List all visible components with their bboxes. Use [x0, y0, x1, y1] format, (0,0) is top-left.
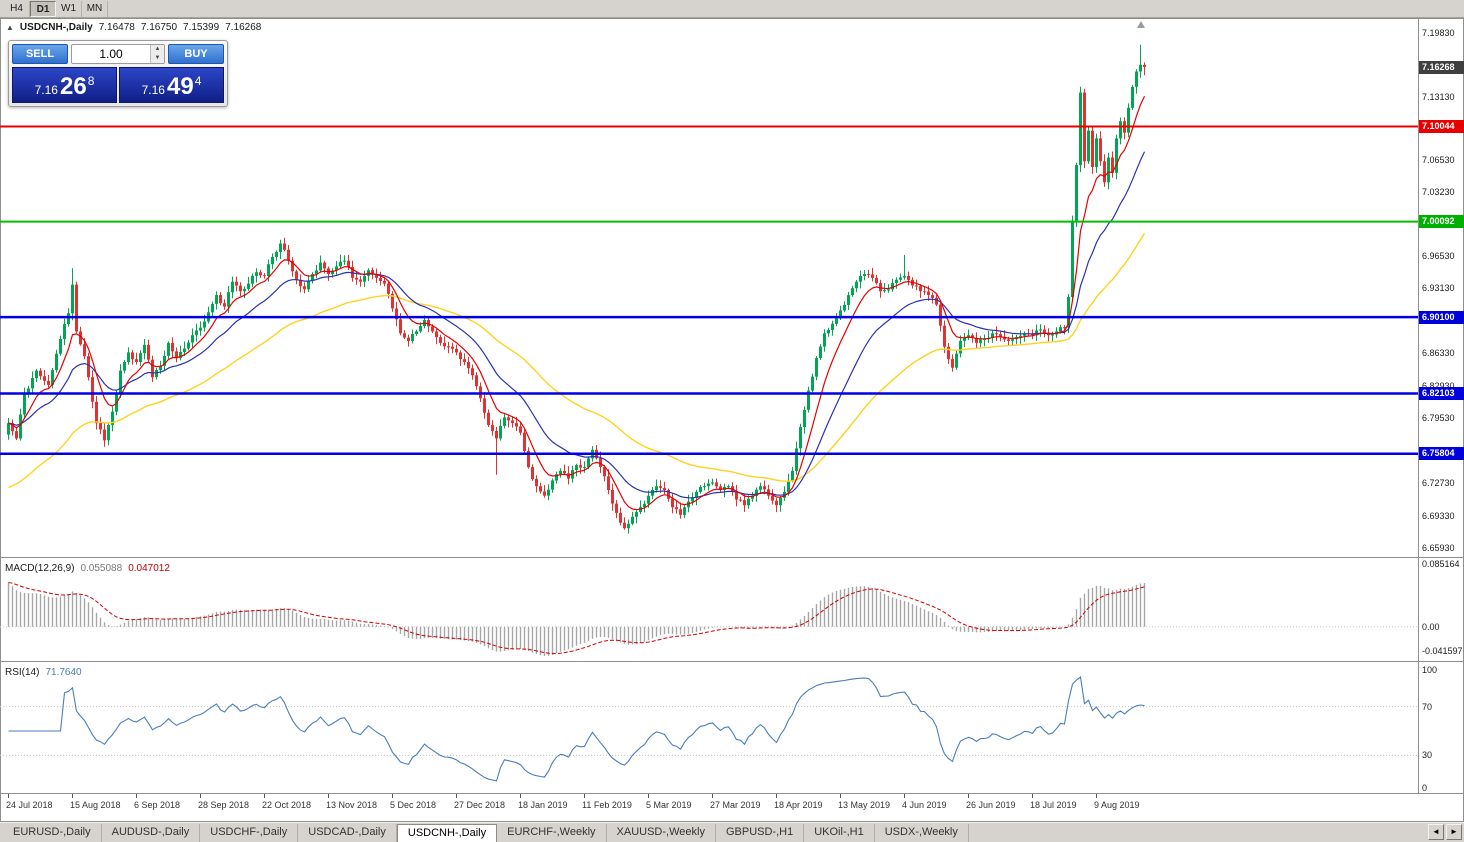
chart-title: ▲ USDCNH-,Daily 7.16478 7.16750 7.15399 … — [6, 22, 261, 33]
chart-tab-gbpusd-h1[interactable]: GBPUSD-,H1 — [716, 824, 805, 842]
chart-tab-usdcnh-daily[interactable]: USDCNH-,Daily — [396, 824, 498, 842]
macd-pane-header: MACD(12,26,9) 0.055088 0.047012 — [5, 563, 170, 574]
ohlc-close: 7.16268 — [225, 22, 262, 33]
sell-button[interactable]: SELL — [12, 44, 68, 64]
price-axis-label: 6.93130 — [1422, 283, 1455, 294]
macd-axis-label: 0.085164 — [1422, 559, 1460, 569]
price-axis-label: 7.06530 — [1422, 155, 1455, 166]
rsi-axis-label: 70 — [1422, 701, 1433, 712]
price-badge: 6.75804 — [1419, 447, 1464, 461]
rsi-pane-header: RSI(14) 71.7640 — [5, 667, 82, 678]
date-label: 6 Sep 2018 — [134, 800, 181, 810]
timeframe-toolbar: H4 D1 W1 MN — [0, 0, 1464, 18]
price-axis-label: 6.65930 — [1422, 543, 1455, 553]
ohlc-high: 7.16750 — [140, 22, 178, 33]
volume-down-icon[interactable]: ▼ — [151, 54, 164, 63]
price-axis-label: 7.13130 — [1422, 92, 1455, 103]
chart-tab-usdchf-daily[interactable]: USDCHF-,Daily — [200, 824, 299, 842]
price-axis-label: 6.79530 — [1422, 413, 1455, 424]
chart-tab-eurusd-daily[interactable]: EURUSD-,Daily — [3, 824, 102, 842]
rsi-axis-label: 100 — [1422, 665, 1438, 675]
sell-price-main: 7.16 — [34, 83, 58, 97]
macd-axis-label: -0.041597 — [1422, 646, 1463, 656]
price-axis-label: 6.82930 — [1422, 380, 1455, 391]
buy-button[interactable]: BUY — [168, 44, 224, 64]
buy-price-point: 4 — [194, 74, 202, 88]
date-label: 9 Aug 2019 — [1094, 800, 1140, 810]
chart-tabs-bar: EURUSD-,Daily AUDUSD-,Daily USDCHF-,Daily U… — [0, 822, 1464, 842]
date-label: 18 Jan 2019 — [518, 800, 568, 810]
volume-spinner: 1.00 ▲ ▼ — [71, 44, 165, 64]
buy-price-box[interactable]: 7.16 49 4 — [119, 67, 224, 103]
one-click-trading-panel: SELL 1.00 ▲ ▼ BUY 7.16 26 8 7.16 49 4 — [8, 40, 228, 107]
date-label: 28 Sep 2018 — [198, 800, 250, 810]
date-label: 15 Aug 2018 — [70, 800, 121, 810]
volume-input[interactable]: 1.00 — [99, 47, 123, 61]
price-axis-label: 6.86330 — [1422, 348, 1455, 359]
price-axis-label: 6.69330 — [1422, 510, 1455, 521]
rsi-value: 71.7640 — [45, 667, 82, 678]
chart-tabs: EURUSD-,Daily AUDUSD-,Daily USDCHF-,Daily U… — [3, 824, 969, 842]
date-axis: 24 Jul 2018 15 Aug 2018 6 Sep 2018 28 Sep 2… — [6, 800, 1140, 810]
chart-tab-eurchf-weekly[interactable]: EURCHF-,Weekly — [497, 824, 607, 842]
price-badge: 6.82103 — [1419, 386, 1464, 400]
date-label: 27 Dec 2018 — [454, 800, 506, 810]
price-axis-label: 6.72730 — [1422, 478, 1455, 489]
macd-main-value: 0.055088 — [80, 563, 123, 574]
date-label: 13 Nov 2018 — [326, 800, 378, 810]
price-axis: 7.19830 7.13130 7.06530 7.03230 6.96530 6.931… — [1419, 18, 1464, 822]
timeframe-button-MN[interactable]: MN — [82, 0, 108, 17]
timeframe-button-H4[interactable]: H4 — [4, 0, 30, 17]
chart-tab-ukoil-h1[interactable]: UKOil-,H1 — [804, 824, 875, 842]
price-axis-label: 6.96530 — [1422, 250, 1455, 261]
one-click-collapse-icon[interactable]: ▲ — [6, 23, 14, 32]
rsi-axis-label: 0 — [1422, 783, 1428, 793]
timeframe-buttons: H4 D1 W1 MN — [4, 0, 108, 17]
date-label: 4 Jun 2019 — [902, 800, 947, 810]
date-label: 5 Mar 2019 — [646, 800, 692, 810]
chart-tab-usdcad-daily[interactable]: USDCAD-,Daily — [298, 824, 397, 842]
price-badge: 6.90100 — [1419, 310, 1464, 324]
date-label: 22 Oct 2018 — [262, 800, 312, 810]
macd-axis-label: 0.00 — [1422, 621, 1440, 632]
tab-scroll-arrows: ◄ ► — [1428, 824, 1462, 840]
price-axis-label: 7.03230 — [1422, 186, 1455, 197]
date-label: 18 Jul 2019 — [1030, 800, 1077, 810]
macd-signal-value: 0.047012 — [128, 563, 170, 574]
date-label: 5 Dec 2018 — [390, 800, 437, 810]
buy-price-main: 7.16 — [141, 83, 165, 97]
sell-price-pips: 26 — [59, 73, 87, 100]
timeframe-button-D1[interactable]: D1 — [30, 0, 56, 17]
macd-label: MACD(12,26,9) — [5, 563, 75, 574]
date-label: 26 Jun 2019 — [966, 800, 1016, 810]
sell-price-point: 8 — [87, 74, 95, 88]
chart-tab-audusd-daily[interactable]: AUDUSD-,Daily — [102, 824, 201, 842]
chart-symbol-label: USDCNH-,Daily — [19, 22, 93, 33]
price-badge: 7.00092 — [1419, 215, 1464, 229]
sell-price-box[interactable]: 7.16 26 8 — [12, 67, 117, 103]
tab-scroll-left-button[interactable]: ◄ — [1428, 824, 1444, 840]
volume-spin-buttons: ▲ ▼ — [150, 45, 164, 63]
volume-up-icon[interactable]: ▲ — [151, 45, 164, 54]
ohlc-low: 7.15399 — [183, 22, 220, 33]
buy-price-pips: 49 — [166, 73, 194, 100]
price-badge: 7.16268 — [1419, 60, 1464, 74]
date-label: 11 Feb 2019 — [582, 800, 632, 810]
ohlc-open: 7.16478 — [98, 22, 135, 33]
timeframe-button-W1[interactable]: W1 — [56, 0, 82, 17]
chart-tab-usdx-weekly[interactable]: USDX-,Weekly — [875, 824, 969, 842]
tab-scroll-right-button[interactable]: ► — [1446, 824, 1462, 840]
date-label: 13 May 2019 — [838, 800, 891, 810]
date-label: 24 Jul 2018 — [6, 800, 53, 810]
price-axis-label: 7.19830 — [1422, 28, 1455, 38]
chart-tab-xauusd-weekly[interactable]: XAUUSD-,Weekly — [607, 824, 716, 842]
date-label: 18 Apr 2019 — [774, 800, 823, 810]
price-badge: 7.10044 — [1419, 120, 1464, 133]
rsi-axis-label: 30 — [1422, 750, 1433, 761]
date-label: 27 Mar 2019 — [710, 800, 761, 810]
rsi-label: RSI(14) — [5, 667, 40, 678]
